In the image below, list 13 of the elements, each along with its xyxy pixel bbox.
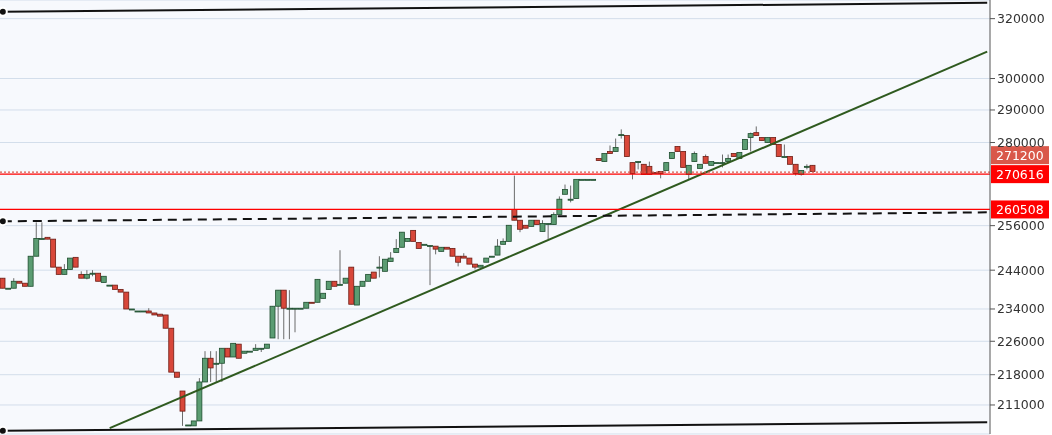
y-tick-label: 244000 (997, 262, 1045, 278)
y-tick-label: 234000 (997, 301, 1045, 317)
ref-line-label: 270616 (996, 166, 1044, 182)
y-tick-label: 280000 (997, 134, 1045, 150)
y-tick-label: 290000 (997, 102, 1045, 118)
y-tick-label: 211000 (997, 397, 1045, 413)
y-tick-label: 226000 (997, 333, 1045, 349)
y-tick-label: 300000 (997, 70, 1045, 86)
y-tick-label: 256000 (997, 218, 1045, 234)
ref-line-label: 271200 (996, 147, 1044, 163)
y-tick-label: 320000 (997, 11, 1045, 27)
y-tick-label: 218000 (997, 367, 1045, 383)
ref-line-label: 260508 (996, 201, 1044, 217)
